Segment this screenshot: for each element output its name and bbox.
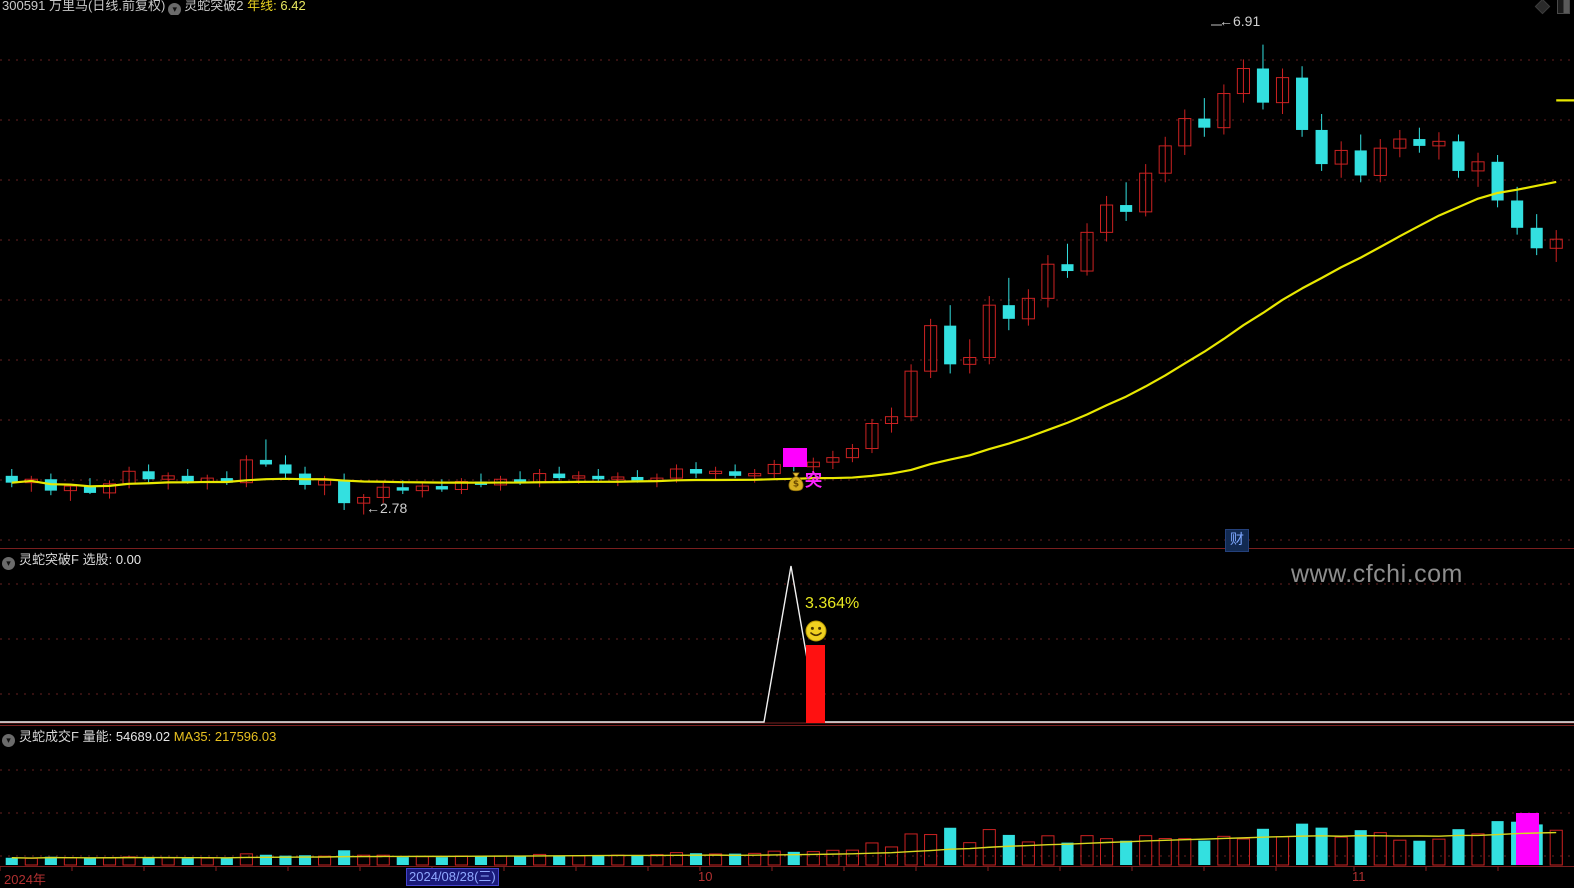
time-axis-strip	[0, 867, 1574, 885]
ma-label: 年线:	[247, 0, 277, 13]
breakout-marker-char: 突	[805, 471, 822, 491]
indicator-chart-svg	[0, 565, 1574, 724]
panel-divider-3	[0, 866, 1574, 867]
axis-tick-10: 10	[698, 869, 713, 884]
indicator-panel-name[interactable]: 灵蛇突破F	[19, 552, 79, 567]
volume-ma-value: 217596.03	[214, 729, 277, 744]
price-chart-panel[interactable]	[0, 15, 1574, 548]
panel-divider-1	[0, 548, 1574, 549]
volume-panel-title: ▾ 灵蛇成交F 量能: 54689.02 MA35: 217596.03	[2, 729, 276, 747]
volume-chart-panel[interactable]	[0, 727, 1574, 867]
price-high-tag: ←6.91	[1219, 13, 1261, 29]
wealth-badge-icon[interactable]: 财	[1225, 529, 1249, 552]
chevron-down-icon[interactable]: ▾	[168, 3, 182, 15]
svg-text:$: $	[793, 480, 799, 490]
volume-panel-name[interactable]: 灵蛇成交F	[19, 729, 79, 744]
axis-tick-11: 11	[1352, 869, 1366, 884]
stock-name: 万里马(日线.前复权)	[49, 0, 166, 13]
indicator-panel-value: 0.00	[115, 552, 142, 567]
window-controls	[1534, 0, 1570, 15]
chevron-down-icon[interactable]: ▾	[2, 734, 15, 747]
price-low-tag: ←2.78	[366, 500, 408, 516]
volume-label: 量能:	[82, 729, 113, 744]
selected-date-box[interactable]: 2024/08/28(三)	[406, 868, 499, 886]
volume-chart-svg	[0, 769, 1574, 866]
volume-ma-label: MA35:	[173, 729, 212, 744]
site-watermark: www.cfchi.com	[1291, 560, 1463, 588]
stock-code: 300591	[2, 0, 46, 13]
smiley-icon	[805, 620, 827, 642]
indicator-panel-label: 选股:	[82, 552, 113, 567]
indicator-callout-value: 3.364%	[805, 595, 860, 612]
axis-year-label: 2024年	[4, 872, 46, 887]
diamond-icon[interactable]	[1534, 0, 1551, 15]
price-chart-svg	[0, 24, 1574, 541]
indicator-name[interactable]: 灵蛇突破2	[184, 0, 244, 13]
indicator-panel-title: ▾ 灵蛇突破F 选股: 0.00	[2, 552, 141, 570]
indicator-chart-panel[interactable]	[0, 550, 1574, 727]
volume-value: 54689.02	[115, 729, 171, 744]
ma-value: 6.42	[280, 0, 306, 13]
moneybag-icon[interactable]: $	[784, 470, 808, 494]
chart-header: 300591 万里马(日线.前复权) ▾ 灵蛇突破2 年线: 6.42	[0, 0, 1574, 15]
restore-window-icon[interactable]	[1557, 0, 1570, 14]
chevron-down-icon[interactable]: ▾	[2, 557, 15, 570]
panel-divider-2	[0, 725, 1574, 726]
